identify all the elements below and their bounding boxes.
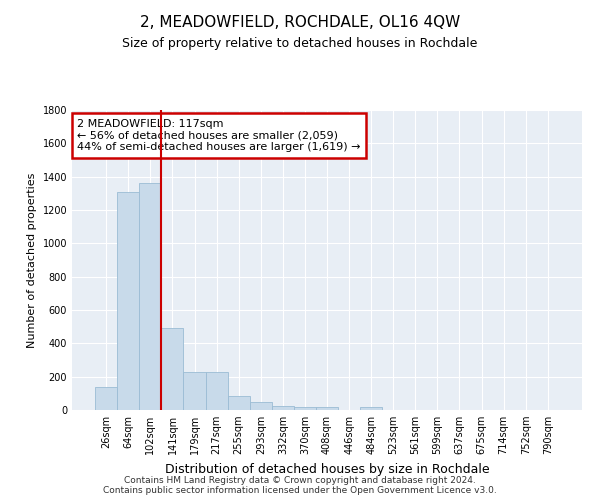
Bar [316,406,338,410]
Bar [360,406,382,410]
Bar [184,372,206,410]
Bar [139,184,161,410]
Text: 2 MEADOWFIELD: 117sqm
← 56% of detached houses are smaller (2,059)
44% of semi-d: 2 MEADOWFIELD: 117sqm ← 56% of detached … [77,119,361,152]
Text: Contains HM Land Registry data © Crown copyright and database right 2024.
Contai: Contains HM Land Registry data © Crown c… [103,476,497,495]
Text: 2, MEADOWFIELD, ROCHDALE, OL16 4QW: 2, MEADOWFIELD, ROCHDALE, OL16 4QW [140,15,460,30]
Bar [206,372,227,410]
Y-axis label: Number of detached properties: Number of detached properties [27,172,37,348]
Bar [161,328,184,410]
X-axis label: Distribution of detached houses by size in Rochdale: Distribution of detached houses by size … [164,462,490,475]
Bar [294,406,316,410]
Text: Size of property relative to detached houses in Rochdale: Size of property relative to detached ho… [122,38,478,51]
Bar [272,406,294,410]
Bar [95,386,117,410]
Bar [117,192,139,410]
Bar [227,396,250,410]
Bar [250,402,272,410]
